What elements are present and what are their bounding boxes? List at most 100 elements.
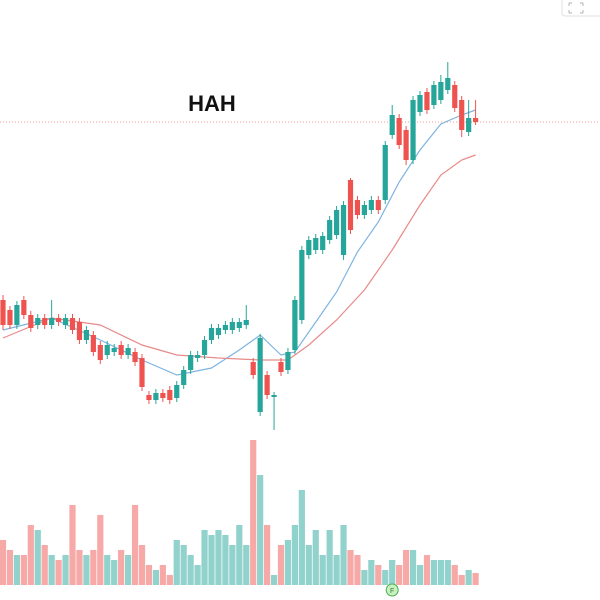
- volume-bar: [250, 440, 257, 585]
- volume-bar: [118, 550, 125, 585]
- candle-body: [299, 250, 305, 320]
- candle-body: [132, 352, 138, 362]
- candle-body: [14, 305, 20, 325]
- volume-bar: [55, 560, 62, 585]
- volume-bar: [159, 565, 166, 585]
- candle-body: [49, 318, 55, 325]
- volume-bar: [215, 530, 222, 585]
- event-marker-label: F: [390, 588, 394, 595]
- volume-bar: [472, 573, 479, 585]
- candle-body: [167, 390, 173, 400]
- candle-body: [264, 375, 270, 395]
- candle-body: [104, 345, 110, 355]
- candle-body: [257, 338, 263, 412]
- candle-body: [431, 85, 437, 105]
- candle-body: [347, 180, 354, 230]
- candle-body: [292, 300, 298, 350]
- candle-body: [174, 385, 180, 398]
- candle-body: [389, 115, 395, 135]
- volume-bar: [229, 545, 236, 585]
- candle-body: [195, 355, 201, 358]
- candle-body: [320, 236, 326, 250]
- volume-bar: [62, 555, 69, 585]
- candle-body: [243, 320, 249, 325]
- candle-body: [327, 220, 333, 240]
- volume-bar: [444, 560, 451, 585]
- icon-corners: [568, 2, 584, 14]
- candle-body: [271, 395, 277, 397]
- volume-bar: [326, 530, 333, 585]
- volume-bar: [0, 540, 7, 585]
- volume-bar: [347, 550, 354, 585]
- candle-body: [118, 345, 124, 355]
- volume-bar: [312, 530, 319, 585]
- candle-body: [222, 325, 228, 330]
- volume-bar: [6, 550, 14, 585]
- volume-bar: [236, 525, 243, 585]
- volume-bar: [451, 565, 458, 585]
- volume-bar: [152, 570, 159, 585]
- volume-bar: [270, 575, 278, 585]
- volume-bar: [187, 555, 194, 585]
- volume-bar: [222, 535, 229, 585]
- candle-body: [83, 330, 89, 340]
- candle-body: [354, 200, 361, 215]
- volume-bar: [27, 525, 34, 585]
- volume-bar: [173, 540, 180, 585]
- volume-bar: [430, 560, 437, 585]
- toolbar-icon[interactable]: [561, 0, 600, 17]
- candle-body: [473, 118, 479, 122]
- volume-bar: [131, 505, 139, 585]
- candle-body: [76, 322, 83, 340]
- candle-body: [201, 340, 208, 355]
- candle-body: [21, 300, 27, 315]
- volume-bar: [13, 555, 20, 585]
- candle-body: [139, 358, 145, 387]
- candle-body: [459, 100, 465, 130]
- candle-body: [35, 318, 41, 325]
- volume-bar: [41, 545, 48, 585]
- volume-bar: [354, 555, 361, 585]
- candle-body: [125, 348, 131, 355]
- volume-bar: [194, 565, 201, 585]
- volume-bar: [76, 550, 83, 585]
- volume-bar: [138, 545, 146, 585]
- volume-bar: [145, 565, 153, 585]
- event-marker: [385, 583, 399, 597]
- volume-bar: [201, 530, 208, 585]
- volume-bar: [437, 560, 444, 585]
- volume-bar: [20, 555, 27, 585]
- volume-bar: [389, 560, 396, 585]
- volume-bar: [125, 555, 132, 585]
- candle-body: [403, 130, 409, 160]
- candle-body: [466, 118, 472, 132]
- candle-body: [208, 328, 215, 340]
- volume-bar: [458, 575, 465, 585]
- volume-bar: [403, 550, 410, 585]
- volume-bar: [208, 535, 215, 585]
- candle-body: [340, 205, 347, 255]
- candle-body: [445, 78, 451, 90]
- volume-bar: [382, 570, 389, 585]
- volume-bar: [375, 565, 382, 585]
- volume-bar: [243, 545, 250, 585]
- volume-bar: [166, 575, 173, 585]
- candle-body: [90, 335, 96, 352]
- candle-body: [368, 200, 374, 210]
- candle-body: [361, 205, 367, 215]
- volume-bar: [319, 555, 326, 585]
- volume-bar: [264, 525, 271, 585]
- volume-bar: [69, 505, 76, 585]
- candle-body: [285, 352, 291, 370]
- candle-body: [97, 345, 103, 360]
- volume-bar: [48, 555, 55, 585]
- volume-bar: [83, 555, 90, 585]
- volume-bar: [333, 555, 340, 585]
- volume-bar: [416, 565, 424, 585]
- volume-bar: [298, 490, 305, 585]
- volume-bar: [284, 540, 292, 585]
- volume-bar: [180, 545, 187, 585]
- candle-body: [438, 82, 444, 100]
- candle-body: [306, 240, 312, 255]
